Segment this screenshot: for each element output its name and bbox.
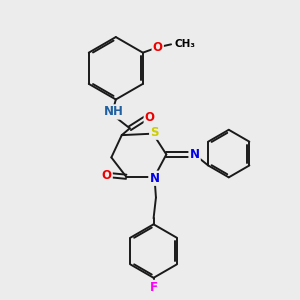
Text: F: F xyxy=(150,281,158,294)
Text: S: S xyxy=(150,126,159,139)
Text: N: N xyxy=(190,148,200,161)
Text: N: N xyxy=(190,148,200,161)
Text: O: O xyxy=(145,111,155,124)
Text: O: O xyxy=(102,169,112,182)
Text: S: S xyxy=(150,126,159,139)
Text: NH: NH xyxy=(103,106,123,118)
Text: N: N xyxy=(149,172,160,185)
Text: O: O xyxy=(102,169,112,182)
Text: F: F xyxy=(150,281,158,294)
Text: CH₃: CH₃ xyxy=(175,39,196,49)
Text: O: O xyxy=(153,41,163,54)
Text: O: O xyxy=(153,41,163,54)
Text: N: N xyxy=(149,172,160,185)
Text: NH: NH xyxy=(103,106,123,118)
Text: CH₃: CH₃ xyxy=(175,39,196,49)
Text: O: O xyxy=(145,111,155,124)
